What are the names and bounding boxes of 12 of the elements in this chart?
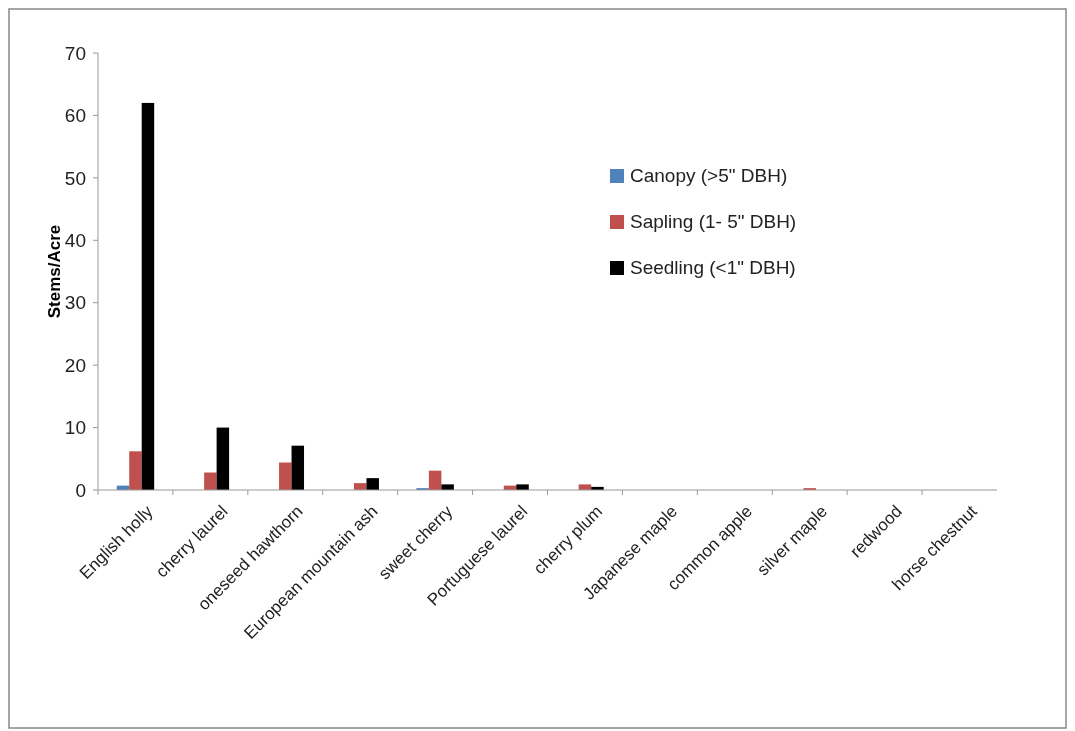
y-tick-label: 30 bbox=[64, 292, 86, 314]
y-tick-label: 70 bbox=[64, 42, 86, 64]
legend-label: Canopy (>5" DBH) bbox=[630, 164, 788, 186]
y-tick-label: 0 bbox=[75, 479, 86, 501]
y-tick-label: 40 bbox=[64, 229, 86, 251]
legend-label: Sapling (1- 5" DBH) bbox=[630, 210, 797, 232]
y-axis-title: Stems/Acre bbox=[45, 224, 64, 319]
y-tick-label: 10 bbox=[64, 417, 86, 439]
y-tick-label: 60 bbox=[64, 105, 86, 127]
y-tick-label: 50 bbox=[64, 167, 86, 189]
legend-label: Seedling (<1" DBH) bbox=[630, 256, 796, 278]
y-tick-label: 20 bbox=[64, 354, 86, 376]
